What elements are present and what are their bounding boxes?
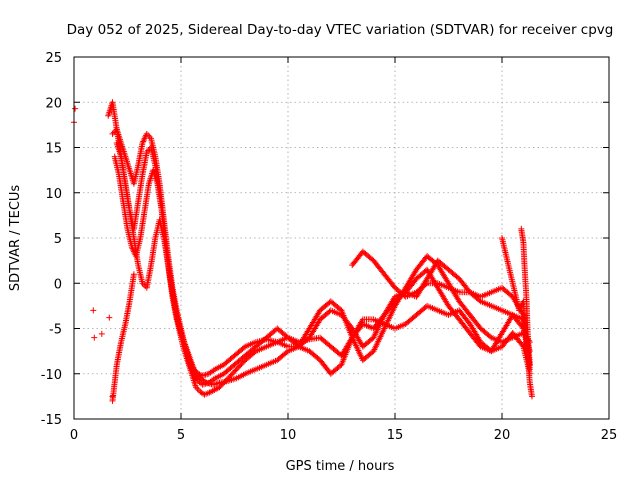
series-isolated-points [71, 105, 116, 400]
y-tick-label: -10 [41, 368, 62, 383]
x-tick-label: 10 [280, 428, 297, 443]
y-tick-label: -15 [41, 413, 62, 428]
series-early-rise [109, 271, 137, 404]
series-markers [105, 99, 533, 379]
series-markers [109, 126, 533, 388]
y-tick-label: 15 [45, 142, 62, 157]
series-trace-b [109, 126, 533, 388]
x-tick-label: 15 [387, 428, 404, 443]
x-tick-label: 20 [494, 428, 511, 443]
tick-labels: 0 5 10 15 20 25 -15 -10 -5 0 5 10 15 20 25 [41, 51, 618, 443]
y-tick-label: 10 [45, 187, 62, 202]
series-late-spike [518, 225, 533, 368]
x-tick-label: 5 [177, 428, 185, 443]
y-tick-label: 20 [45, 96, 62, 111]
y-tick-label: 5 [54, 232, 62, 247]
plot-frame [73, 56, 610, 420]
y-tick-label: -5 [49, 323, 62, 338]
y-axis-label: SDTVAR / TECUs [8, 185, 23, 292]
series-trace-d [113, 140, 533, 388]
y-tick-label: 25 [45, 51, 62, 66]
x-tick-label: 0 [70, 428, 78, 443]
chart-title: Day 052 of 2025, Sidereal Day-to-day VTE… [67, 22, 614, 38]
series-markers [109, 271, 137, 404]
series-markers [71, 105, 116, 400]
plot-series [71, 99, 535, 404]
series-markers [113, 140, 533, 388]
x-tick-label: 25 [601, 428, 618, 443]
x-axis-label: GPS time / hours [286, 459, 395, 474]
series-trace-a [105, 99, 533, 379]
series-markers [518, 225, 533, 368]
y-tick-label: 0 [54, 277, 62, 292]
